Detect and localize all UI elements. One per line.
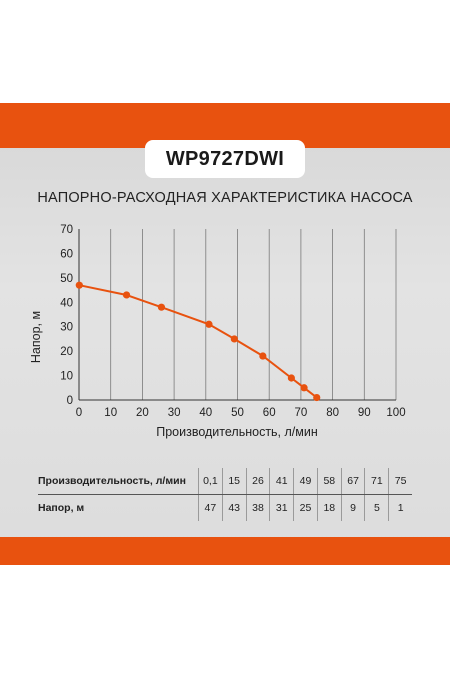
head-cell: 31 xyxy=(269,495,293,521)
data-point xyxy=(157,303,166,311)
x-tick-20: 20 xyxy=(136,407,149,419)
y-tick-30: 30 xyxy=(60,322,73,334)
chart-axes xyxy=(78,229,396,401)
model-name: WP9727DWI xyxy=(165,147,285,170)
data-point xyxy=(287,374,295,382)
x-tick-10: 10 xyxy=(104,407,117,419)
model-label: WP9727DWI xyxy=(145,140,305,178)
data-point xyxy=(300,384,308,392)
head-cell: 47 xyxy=(198,495,222,521)
x-tick-50: 50 xyxy=(231,407,244,419)
data-point xyxy=(313,393,321,402)
chart-grid xyxy=(110,229,397,400)
flow-cell: 49 xyxy=(293,468,317,494)
flow-cell: 26 xyxy=(245,468,270,494)
head-cell: 9 xyxy=(340,495,365,521)
x-tick-70: 70 xyxy=(295,407,308,419)
y-tick-0: 0 xyxy=(67,395,73,407)
pump-curve-line xyxy=(79,284,318,399)
y-tick-20: 20 xyxy=(60,346,73,358)
x-tick-90: 90 xyxy=(358,407,371,419)
y-tick-60: 60 xyxy=(60,248,73,260)
flow-cell: 71 xyxy=(364,468,388,494)
y-tick-40: 40 xyxy=(60,297,73,309)
bottom-orange-stripe xyxy=(0,537,450,565)
row-label-head: Напор, м xyxy=(38,502,85,514)
flow-cell: 75 xyxy=(388,468,412,494)
chart-title: НАПОРНО-РАСХОДНАЯ ХАРАКТЕРИСТИКА НАСОСА xyxy=(37,190,413,206)
x-tick-30: 30 xyxy=(168,407,181,419)
y-tick-50: 50 xyxy=(60,273,73,285)
data-point xyxy=(230,335,238,343)
data-point xyxy=(259,352,267,360)
x-tick-0: 0 xyxy=(76,407,82,419)
data-point xyxy=(122,291,131,299)
series-line xyxy=(75,281,321,402)
y-tick-10: 10 xyxy=(60,371,73,383)
x-tick-labels: 0 10 20 30 40 50 60 70 80 90 100 xyxy=(76,407,406,419)
flow-cell: 0,1 xyxy=(198,468,222,494)
x-tick-60: 60 xyxy=(263,407,276,419)
y-tick-labels: 0 10 20 30 40 50 60 70 xyxy=(60,224,73,407)
data-point xyxy=(75,281,83,289)
x-tick-80: 80 xyxy=(326,407,339,419)
flow-cell: 41 xyxy=(269,468,293,494)
flow-cell: 58 xyxy=(316,468,341,494)
x-tick-40: 40 xyxy=(199,407,212,419)
data-table: Производительность, л/мин 0,1 15 26 41 49 58 6… xyxy=(38,468,412,521)
y-tick-70: 70 xyxy=(60,224,73,236)
flow-cells: 0,1 15 26 41 49 58 67 71 75 xyxy=(198,468,412,494)
head-cell: 43 xyxy=(221,495,246,521)
row-label-flow: Производительность, л/мин xyxy=(38,475,186,487)
head-cell: 25 xyxy=(293,495,317,521)
y-axis-label: Напор, м xyxy=(29,311,43,363)
data-point xyxy=(205,320,213,328)
table-row-flow: Производительность, л/мин 0,1 15 26 41 49 58 6… xyxy=(38,468,412,495)
table-row-head: Напор, м 47 43 38 31 25 18 9 5 1 xyxy=(38,495,412,521)
x-tick-100: 100 xyxy=(386,407,405,419)
head-cell: 1 xyxy=(388,495,412,521)
head-cell: 18 xyxy=(316,495,341,521)
x-axis-label: Производительность, л/мин xyxy=(156,425,318,439)
head-cells: 47 43 38 31 25 18 9 5 1 xyxy=(198,495,412,521)
flow-cell: 67 xyxy=(340,468,365,494)
head-cell: 38 xyxy=(245,495,270,521)
head-cell: 5 xyxy=(364,495,388,521)
flow-cell: 15 xyxy=(221,468,246,494)
